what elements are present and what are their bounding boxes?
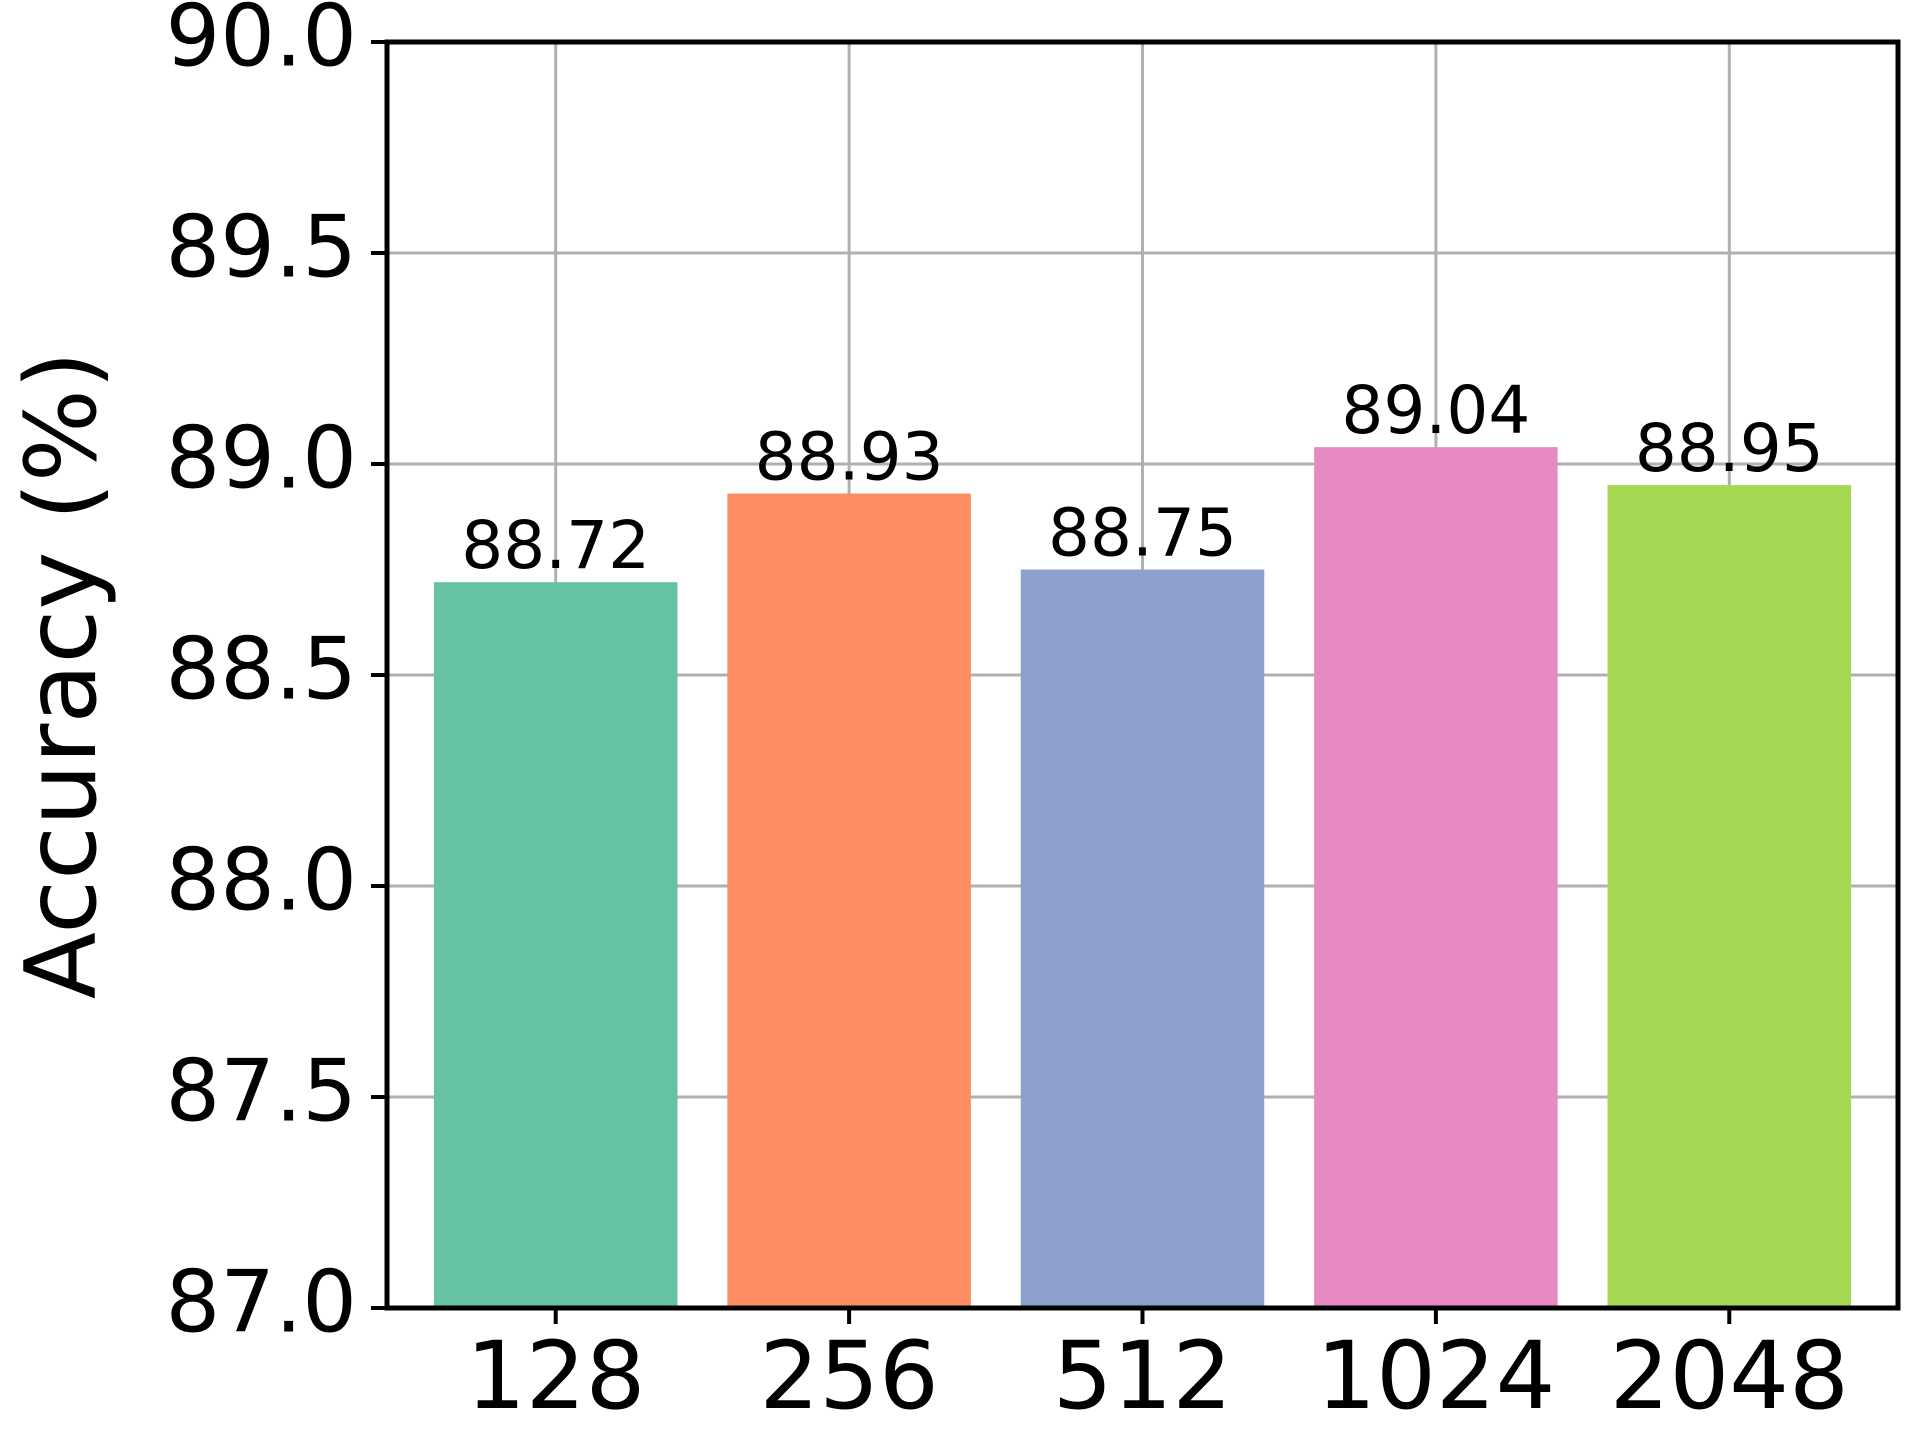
ticks: 87.0 87.5 88.0 88.5 89.0 89.5 90.0 128 256 512 102… <box>166 0 1849 1431</box>
bar-value-label: 88.93 <box>755 419 944 496</box>
bar-value-label: 88.75 <box>1048 495 1237 572</box>
y-tick-label: 88.0 <box>166 830 357 930</box>
bar <box>1020 569 1265 1308</box>
y-axis-label: Accuracy (%) <box>5 351 119 999</box>
bar <box>1607 485 1852 1309</box>
bar <box>1314 447 1558 1308</box>
x-tick-label: 1024 <box>1316 1322 1555 1431</box>
y-tick-label: 89.0 <box>166 408 357 508</box>
x-tick-label: 256 <box>759 1322 938 1431</box>
x-tick-label: 128 <box>466 1322 645 1431</box>
bar <box>727 493 971 1308</box>
x-tick-label: 2048 <box>1610 1322 1849 1431</box>
y-tick-label: 89.5 <box>166 197 357 297</box>
bar-value-label: 89.04 <box>1341 372 1530 449</box>
y-tick-label: 87.5 <box>166 1041 357 1141</box>
x-tick-label: 512 <box>1053 1322 1232 1431</box>
y-tick-label: 88.5 <box>166 619 357 719</box>
bar-value-label: 88.72 <box>461 507 650 584</box>
bar <box>433 582 678 1308</box>
y-tick-label: 90.0 <box>166 0 357 86</box>
value-labels: 88.72 88.93 88.75 89.04 88.95 <box>461 372 1824 584</box>
bar-value-label: 88.95 <box>1635 410 1824 487</box>
y-tick-label: 87.0 <box>166 1252 357 1352</box>
bars <box>433 447 1852 1309</box>
